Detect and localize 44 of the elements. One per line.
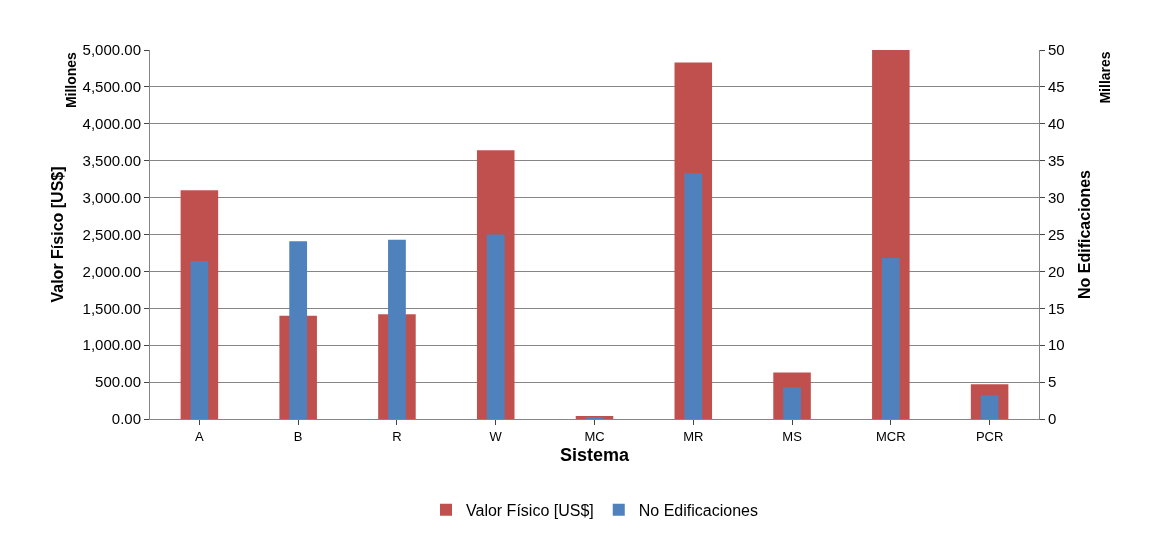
x-tick-label: B xyxy=(293,428,303,444)
y-tick-label: 3,000.00 xyxy=(82,188,141,206)
y2-tick-label: 10 xyxy=(1048,336,1065,354)
y-tick-label: 1,000.00 xyxy=(82,336,141,354)
y-tick-label: 3,500.00 xyxy=(82,151,141,169)
text: Millares xyxy=(1096,51,1113,104)
y-tick-label: 4,000.00 xyxy=(82,115,141,133)
y2-axis-title: No Edificaciones xyxy=(1076,169,1094,299)
bar xyxy=(486,234,505,419)
legend-label: Valor Físico [US$] xyxy=(466,501,594,519)
y2-tick-label: 15 xyxy=(1048,299,1065,317)
y-tick-label: 4,500.00 xyxy=(82,78,141,96)
x-tick-label: MC xyxy=(584,428,605,444)
y-axis-title: Valor Físico [US$] xyxy=(48,166,66,303)
x-tick-label: MCR xyxy=(876,428,906,444)
y2-tick-label: 30 xyxy=(1048,188,1065,206)
y-tick-label: 2,000.00 xyxy=(82,262,141,280)
y-tick-label: 0.00 xyxy=(111,410,141,428)
y2-tick-label: 25 xyxy=(1048,225,1065,243)
y2-tick-label: 40 xyxy=(1048,115,1065,133)
y-tick-label: 5,000.00 xyxy=(82,41,141,59)
y2-tick-label: 35 xyxy=(1048,151,1065,169)
bar xyxy=(190,261,209,419)
x-tick-label: PCR xyxy=(975,428,1004,444)
y2-tick-label: 20 xyxy=(1048,262,1065,280)
bar xyxy=(783,387,801,419)
y2-tick-label: 50 xyxy=(1048,41,1065,59)
y2-tick-label: 5 xyxy=(1048,373,1057,391)
x-tick-label: R xyxy=(392,428,402,444)
legend-label: No Edificaciones xyxy=(638,501,758,519)
y-tick-label: 500.00 xyxy=(95,373,141,391)
bar xyxy=(881,258,900,419)
x-tick-label: MR xyxy=(683,428,704,444)
y2-tick-label: 45 xyxy=(1048,78,1065,96)
bar xyxy=(684,173,703,419)
y-tick-label: 2,500.00 xyxy=(82,225,141,243)
bar xyxy=(980,395,999,419)
x-tick-label: A xyxy=(195,428,205,444)
x-tick-label: W xyxy=(489,428,503,444)
text: Millones xyxy=(63,51,80,109)
x-axis-title: Sistema xyxy=(559,444,630,465)
x-tick-label: MS xyxy=(782,428,803,444)
y2-tick-label: 0 xyxy=(1048,410,1057,428)
y-tick-label: 1,500.00 xyxy=(82,299,141,317)
